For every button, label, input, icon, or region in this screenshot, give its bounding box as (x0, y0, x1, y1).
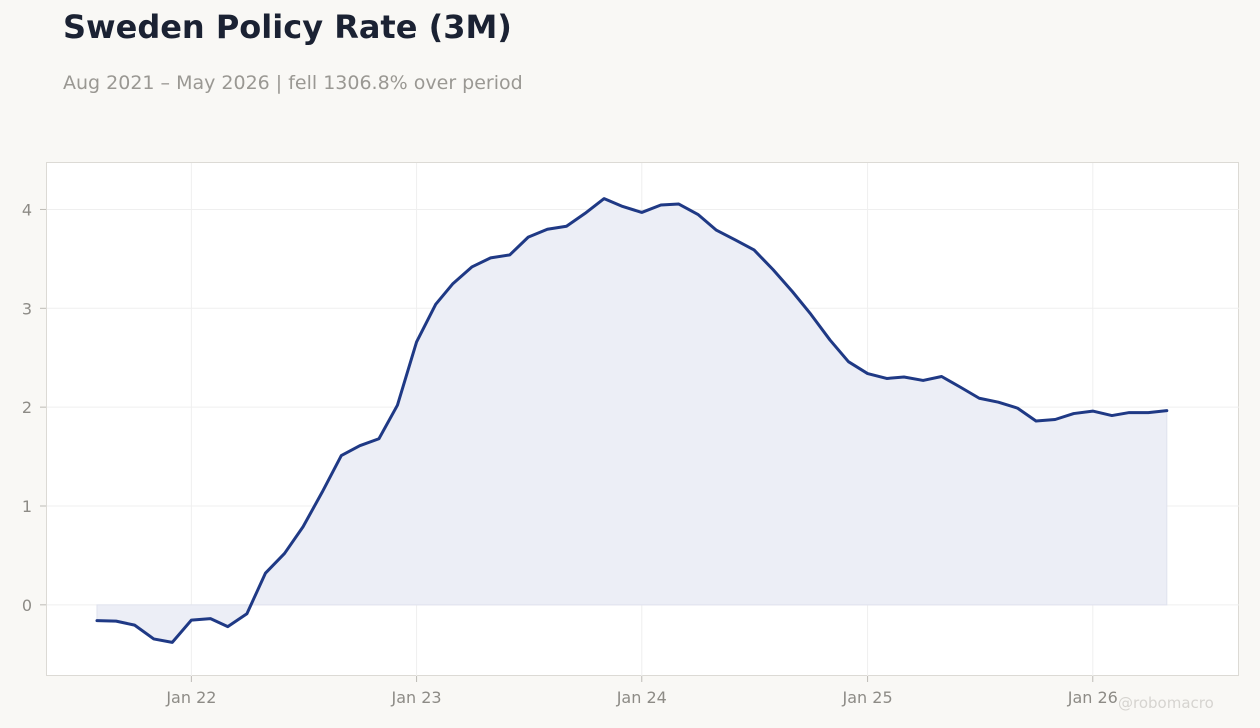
x-tick-label: Jan 24 (616, 688, 667, 707)
x-axis-ticks: Jan 22 Jan 23 Jan 24 Jan 25 Jan 26 (165, 676, 1118, 707)
x-tick-label: Jan 26 (1067, 688, 1118, 707)
watermark: @robomacro (1118, 694, 1214, 712)
y-tick-label: 2 (22, 398, 32, 417)
y-tick-label: 1 (22, 497, 32, 516)
y-tick-label: 4 (22, 200, 32, 219)
chart-title: Sweden Policy Rate (3M) (63, 8, 512, 46)
series-line (95, 197, 1169, 644)
chart-subtitle: Aug 2021 – May 2026 | fell 1306.8% over … (63, 72, 523, 94)
y-axis-ticks: 0 1 2 3 4 (22, 200, 46, 615)
x-tick-label: Jan 23 (391, 688, 442, 707)
line-layer (95, 197, 1169, 644)
y-tick-label: 0 (22, 596, 32, 615)
y-tick-label: 3 (22, 299, 32, 318)
x-tick-label: Jan 22 (165, 688, 216, 707)
x-tick-label: Jan 25 (842, 688, 893, 707)
